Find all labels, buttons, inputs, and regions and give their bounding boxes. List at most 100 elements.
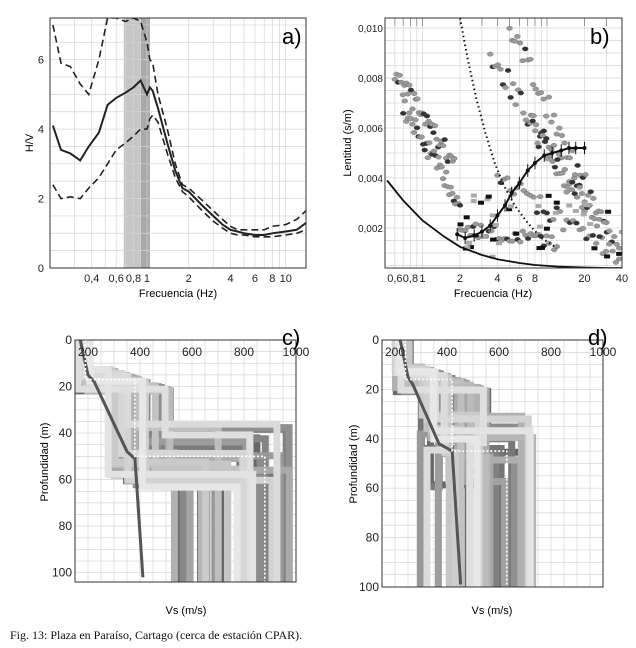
semblance-point bbox=[472, 221, 479, 227]
hv-peak-band-1 bbox=[140, 18, 150, 268]
semblance-point bbox=[554, 157, 561, 162]
semblance-point bbox=[616, 245, 622, 251]
panel-b-frame bbox=[384, 17, 623, 269]
semblance-point bbox=[529, 118, 536, 124]
semblance-point bbox=[598, 209, 605, 215]
semblance-point bbox=[407, 87, 415, 93]
y-tick-label: 80 bbox=[59, 519, 73, 533]
semblance-cell bbox=[587, 222, 594, 227]
dispersion-point bbox=[559, 148, 564, 153]
semblance-point bbox=[449, 191, 456, 196]
semblance-point bbox=[414, 96, 421, 102]
semblance-cell bbox=[618, 229, 622, 234]
y-tick-label: 0,004 bbox=[358, 174, 383, 185]
dispersion-point bbox=[525, 168, 530, 173]
semblance-point bbox=[418, 134, 425, 140]
y-tick-label: 80 bbox=[366, 531, 380, 545]
x-tick-label: 1 bbox=[419, 273, 425, 285]
semblance-point bbox=[571, 172, 579, 177]
dispersion-point bbox=[495, 213, 500, 218]
panel-d-ylabel: Profundidad (m) bbox=[348, 425, 360, 504]
y-tick-label: 40 bbox=[59, 426, 73, 440]
dispersion-point bbox=[479, 229, 484, 234]
semblance-point bbox=[606, 228, 613, 234]
semblance-cell bbox=[566, 203, 573, 208]
semblance-cell bbox=[583, 203, 590, 208]
semblance-point bbox=[593, 223, 601, 229]
x-tick-label: 800 bbox=[234, 345, 254, 359]
semblance-cell bbox=[490, 237, 497, 242]
semblance-point bbox=[563, 189, 570, 195]
semblance-point bbox=[453, 194, 461, 200]
semblance-point bbox=[550, 112, 558, 118]
semblance-point bbox=[613, 241, 620, 247]
hv-std-curve bbox=[52, 113, 306, 238]
semblance-point bbox=[548, 147, 555, 152]
x-tick-label: 1000 bbox=[283, 345, 310, 359]
semblance-cell bbox=[484, 197, 491, 202]
semblance-point bbox=[532, 128, 539, 134]
semblance-point bbox=[596, 216, 603, 222]
y-tick-label: 0,002 bbox=[358, 224, 383, 235]
dispersion-point bbox=[550, 151, 555, 155]
semblance-point bbox=[532, 86, 539, 92]
semblance-point bbox=[439, 143, 447, 149]
semblance-point bbox=[506, 25, 513, 31]
semblance-point bbox=[423, 113, 431, 119]
semblance-cell bbox=[457, 222, 464, 227]
semblance-point bbox=[400, 110, 407, 116]
semblance-point bbox=[438, 164, 445, 170]
panel-a-frame bbox=[49, 17, 307, 269]
dispersion-point bbox=[542, 153, 547, 158]
y-tick-label: 60 bbox=[366, 481, 380, 495]
panel-c-ylabel: Profundidad (m) bbox=[39, 423, 51, 502]
semblance-point bbox=[447, 184, 454, 190]
semblance-point bbox=[556, 125, 563, 131]
semblance-point bbox=[601, 219, 608, 225]
y-tick-label: 0,006 bbox=[358, 124, 383, 135]
x-tick-label: 4 bbox=[494, 273, 500, 285]
x-tick-label: 0,6 bbox=[109, 273, 124, 285]
semblance-point bbox=[558, 133, 566, 138]
semblance-point bbox=[520, 110, 527, 116]
semblance-cell bbox=[616, 251, 622, 256]
semblance-point bbox=[409, 121, 416, 127]
semblance-point bbox=[524, 236, 532, 241]
y-tick-label: 60 bbox=[59, 473, 73, 487]
dispersion-point bbox=[532, 161, 537, 165]
y-tick-label: 4 bbox=[38, 124, 44, 136]
x-tick-label: 800 bbox=[541, 345, 561, 359]
semblance-point bbox=[504, 68, 512, 73]
y-tick-label: 100 bbox=[359, 580, 379, 594]
panel-b-ylabel: Lentitud (s/m) bbox=[342, 109, 354, 176]
semblance-point bbox=[409, 106, 416, 112]
semblance-cell bbox=[464, 245, 471, 250]
semblance-point bbox=[406, 110, 413, 116]
x-tick-label: 4 bbox=[227, 273, 233, 285]
x-tick-label: 10 bbox=[280, 273, 292, 285]
semblance-point bbox=[504, 175, 511, 181]
semblance-point bbox=[589, 233, 597, 238]
panel-c-xlabel: Vs (m/s) bbox=[166, 605, 207, 617]
hv-mean-curve bbox=[51, 78, 306, 236]
dispersion-point bbox=[455, 232, 460, 237]
semblance-cell bbox=[470, 199, 477, 204]
dispersion-point bbox=[573, 146, 578, 150]
semblance-point bbox=[540, 96, 547, 102]
semblance-cell bbox=[572, 208, 579, 213]
semblance-point bbox=[410, 130, 418, 135]
dispersion-point bbox=[582, 146, 587, 150]
semblance-point bbox=[529, 82, 537, 87]
semblance-cell bbox=[506, 207, 513, 212]
semblance-point bbox=[497, 66, 504, 72]
x-tick-label: 200 bbox=[385, 345, 405, 359]
dispersion-point bbox=[488, 223, 493, 228]
semblance-point bbox=[530, 113, 537, 118]
semblance-point bbox=[401, 98, 408, 104]
semblance-point bbox=[406, 82, 413, 88]
hv-peak-band-0 bbox=[123, 18, 141, 268]
semblance-point bbox=[530, 194, 537, 200]
figure-caption: Fig. 13: Plaza en Paraíso, Cartago (cerc… bbox=[10, 628, 303, 642]
semblance-cell bbox=[605, 209, 612, 214]
